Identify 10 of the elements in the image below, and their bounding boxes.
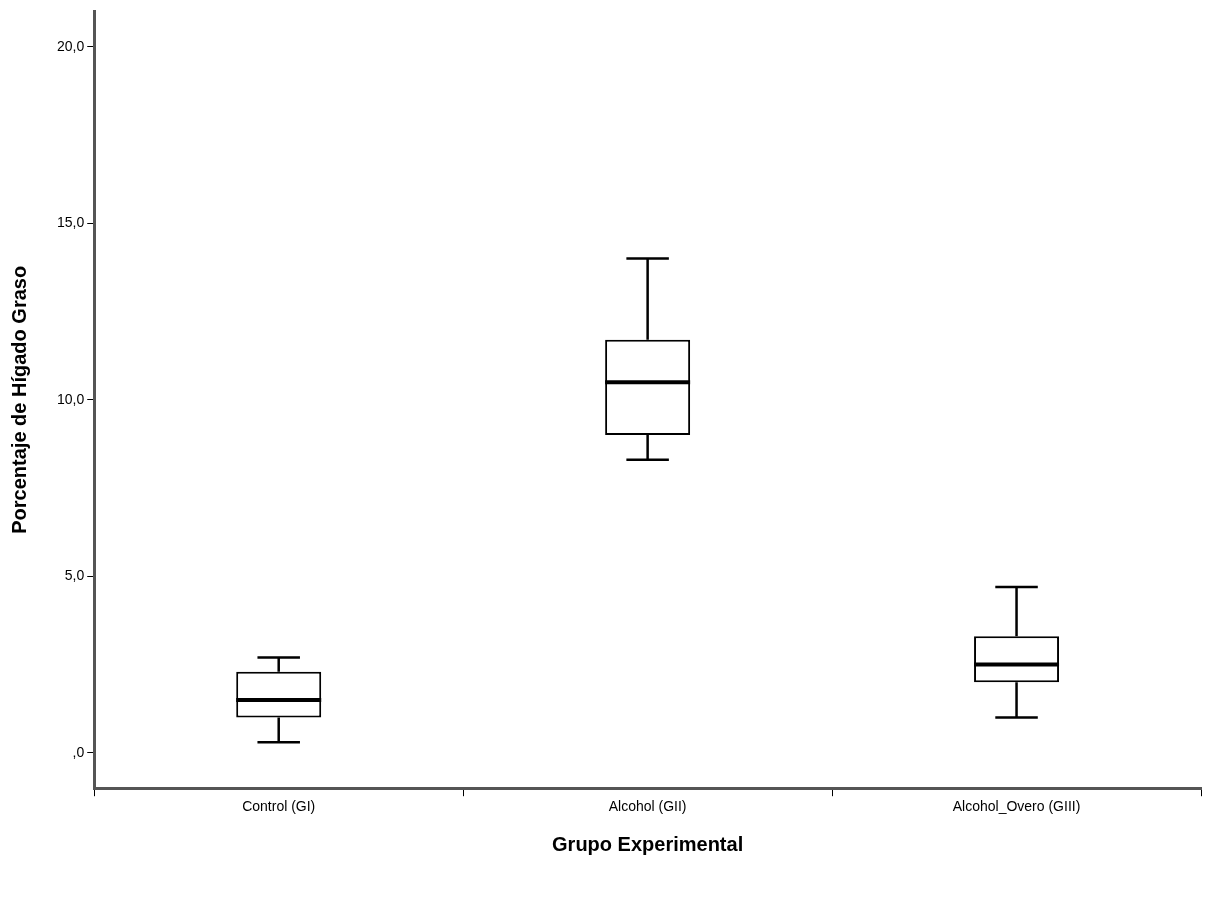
- y-tick-label: ,0: [72, 743, 85, 760]
- x-axis-title: Grupo Experimental: [552, 832, 744, 855]
- y-axis-title: Porcentaje de Hígado Graso: [7, 265, 30, 534]
- x-tick-label: Alcohol (GII): [608, 798, 687, 815]
- y-tick-label: 5,0: [64, 567, 85, 584]
- y-tick-label: 10,0: [57, 390, 85, 407]
- x-tick-label: Alcohol_Overo (GIII): [952, 798, 1081, 815]
- x-tick-label: Control (GI): [242, 798, 316, 815]
- y-tick-label: 15,0: [57, 214, 85, 231]
- y-tick-label: 20,0: [57, 37, 85, 54]
